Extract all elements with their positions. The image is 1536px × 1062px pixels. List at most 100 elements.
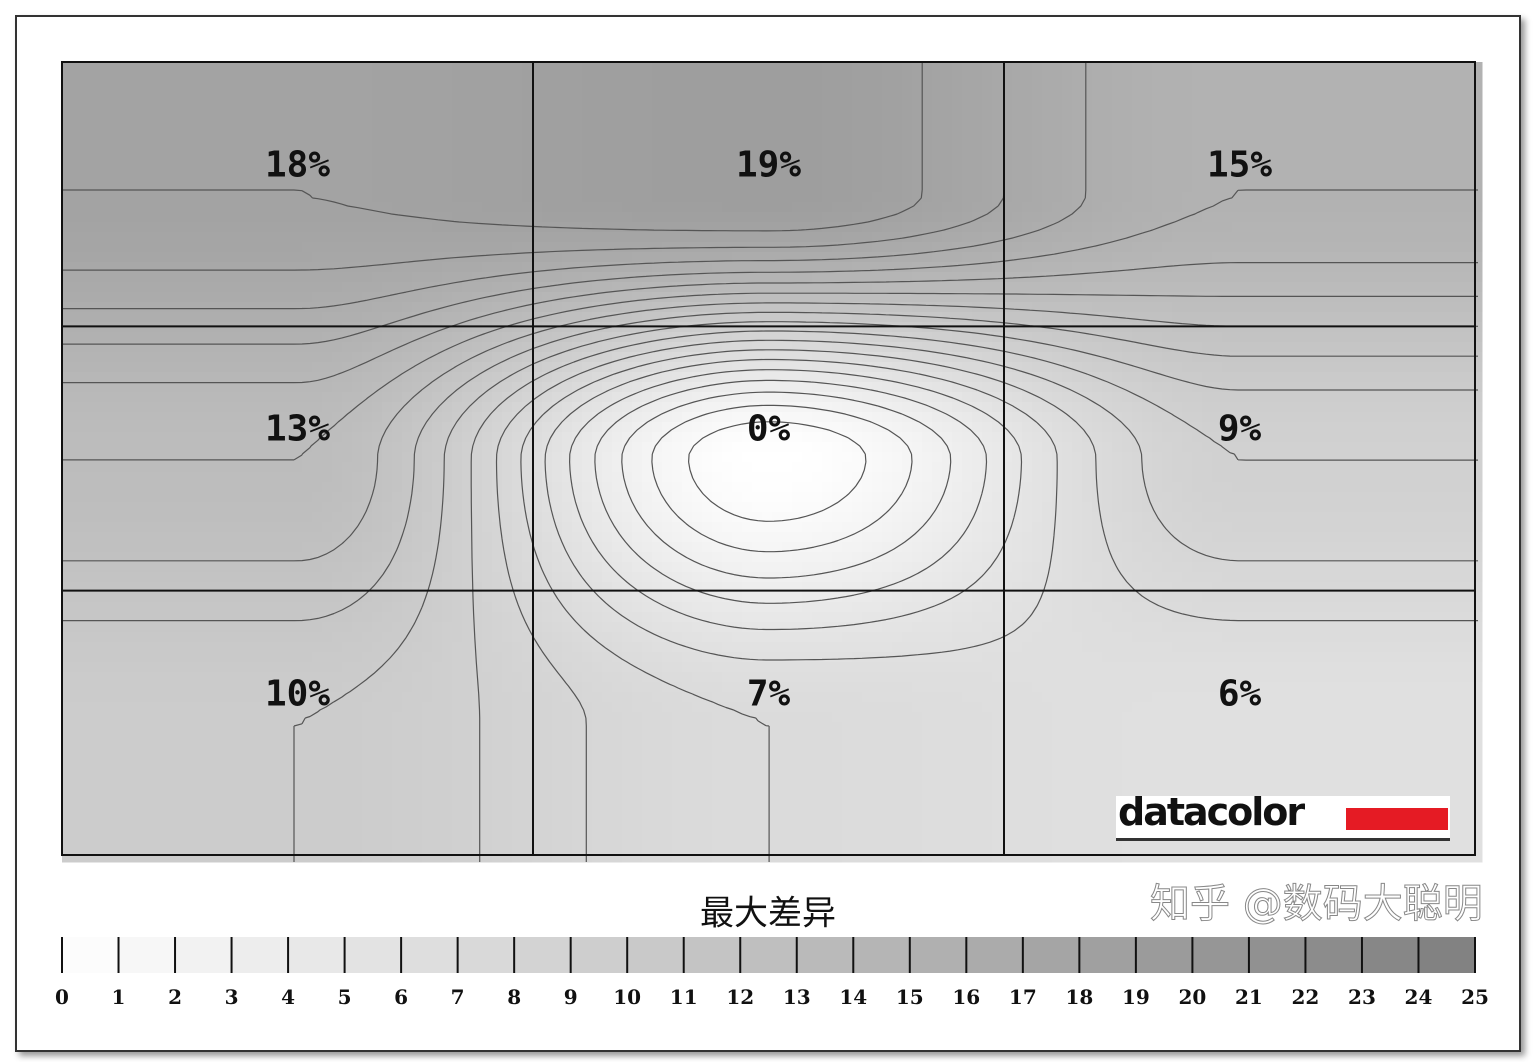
heat-cell bbox=[802, 142, 813, 153]
heat-cell bbox=[112, 302, 123, 313]
heat-cell bbox=[1312, 222, 1323, 233]
heat-cell bbox=[392, 122, 403, 133]
heat-cell bbox=[1342, 332, 1353, 343]
heat-cell bbox=[72, 382, 83, 393]
heat-cell bbox=[392, 102, 403, 113]
heat-cell bbox=[702, 282, 713, 293]
heat-cell bbox=[782, 222, 793, 233]
heat-cell bbox=[742, 222, 753, 233]
heat-cell bbox=[952, 312, 963, 323]
heat-cell bbox=[1362, 282, 1373, 293]
heat-cell bbox=[162, 62, 173, 73]
heat-cell bbox=[1192, 222, 1203, 233]
heat-cell bbox=[1312, 372, 1323, 383]
heat-cell bbox=[502, 392, 513, 403]
heat-cell bbox=[1072, 252, 1083, 263]
heat-cell bbox=[1082, 192, 1093, 203]
heat-cell bbox=[822, 402, 833, 413]
heat-cell bbox=[902, 402, 913, 413]
heat-cell bbox=[1312, 142, 1323, 153]
heat-cell bbox=[992, 172, 1003, 183]
heat-cell bbox=[1152, 372, 1163, 383]
heat-cell bbox=[1442, 182, 1453, 193]
heat-cell bbox=[1312, 202, 1323, 213]
heat-cell bbox=[902, 182, 913, 193]
heat-cell bbox=[1262, 142, 1273, 153]
heat-cell bbox=[1172, 132, 1183, 143]
heat-cell bbox=[342, 272, 353, 283]
heat-cell bbox=[1282, 402, 1293, 413]
heat-cell bbox=[602, 302, 613, 313]
heat-cell bbox=[502, 92, 513, 103]
heat-cell bbox=[652, 362, 663, 373]
heat-cell bbox=[1422, 62, 1433, 73]
heat-cell bbox=[632, 282, 643, 293]
heat-cell bbox=[732, 252, 743, 263]
heat-cell bbox=[392, 142, 403, 153]
heat-cell bbox=[1132, 372, 1143, 383]
heat-cell bbox=[432, 382, 443, 393]
heat-cell bbox=[432, 252, 443, 263]
heat-cell bbox=[1412, 172, 1423, 183]
heat-cell bbox=[252, 92, 263, 103]
heat-cell bbox=[112, 92, 123, 103]
heat-cell bbox=[442, 372, 453, 383]
heat-cell bbox=[1372, 352, 1383, 363]
heat-cell bbox=[702, 212, 713, 223]
heat-cell bbox=[1362, 232, 1373, 243]
heat-cell bbox=[1232, 92, 1243, 103]
heat-cell bbox=[932, 132, 943, 143]
heat-cell bbox=[1202, 352, 1213, 363]
heat-cell bbox=[1402, 192, 1413, 203]
heat-cell bbox=[452, 342, 463, 353]
heat-cell bbox=[282, 202, 293, 213]
heat-cell bbox=[842, 392, 853, 403]
heat-cell bbox=[912, 262, 923, 273]
heat-cell bbox=[562, 342, 573, 353]
heat-cell bbox=[1402, 112, 1413, 123]
heat-cell bbox=[362, 182, 373, 193]
heat-cell bbox=[1142, 102, 1153, 113]
heat-cell bbox=[542, 152, 553, 163]
heat-cell bbox=[1162, 202, 1173, 213]
heat-cell bbox=[132, 92, 143, 103]
heat-cell bbox=[1232, 162, 1243, 173]
heat-cell bbox=[1362, 172, 1373, 183]
heat-cell bbox=[452, 182, 463, 193]
heat-cell bbox=[1222, 162, 1233, 173]
heat-cell bbox=[1422, 292, 1433, 303]
heat-cell bbox=[1322, 112, 1333, 123]
heat-cell bbox=[1262, 112, 1273, 123]
heat-cell bbox=[412, 372, 423, 383]
heat-cell bbox=[472, 362, 483, 373]
heat-cell bbox=[1152, 292, 1163, 303]
heat-cell bbox=[92, 282, 103, 293]
heat-cell bbox=[222, 162, 233, 173]
heat-cell bbox=[682, 132, 693, 143]
heat-cell bbox=[1062, 102, 1073, 113]
heat-cell bbox=[402, 142, 413, 153]
heat-cell bbox=[1412, 182, 1423, 193]
heat-cell bbox=[142, 342, 153, 353]
heat-cell bbox=[712, 302, 723, 313]
heat-cell bbox=[822, 72, 833, 83]
heat-cell bbox=[562, 132, 573, 143]
heat-cell bbox=[382, 82, 393, 93]
heat-cell bbox=[1342, 382, 1353, 393]
heat-cell bbox=[1432, 232, 1443, 243]
heat-cell bbox=[342, 232, 353, 243]
heat-cell bbox=[642, 162, 653, 173]
heat-cell bbox=[722, 142, 733, 153]
heat-cell bbox=[212, 142, 223, 153]
heat-cell bbox=[1122, 132, 1133, 143]
heat-cell bbox=[1442, 282, 1453, 293]
heat-cell bbox=[242, 312, 253, 323]
heat-cell bbox=[1442, 342, 1453, 353]
heat-cell bbox=[742, 142, 753, 153]
heat-cell bbox=[852, 82, 863, 93]
heat-cell bbox=[762, 222, 773, 233]
heat-cell bbox=[172, 292, 183, 303]
heat-cell bbox=[1262, 302, 1273, 313]
heat-cell bbox=[782, 272, 793, 283]
heat-cell bbox=[1032, 192, 1043, 203]
